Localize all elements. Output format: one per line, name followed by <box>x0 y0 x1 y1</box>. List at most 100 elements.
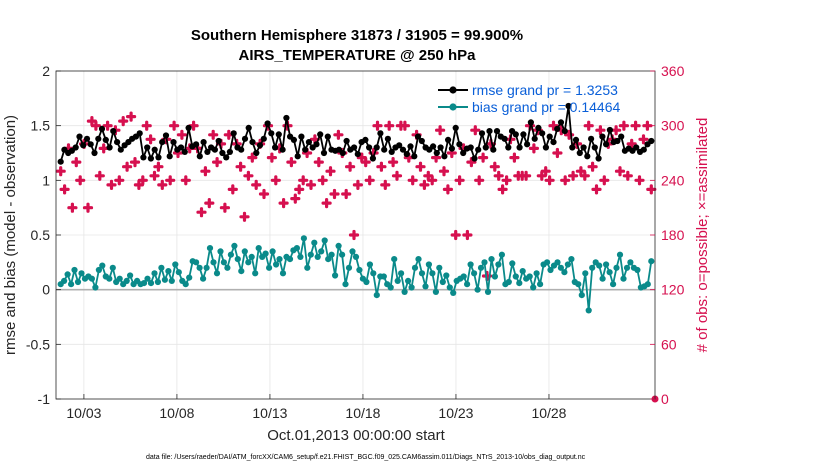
bias-point <box>547 266 554 274</box>
bias-point <box>422 283 429 290</box>
obs-count-marker <box>579 170 590 181</box>
rmse-point <box>95 135 102 142</box>
obs-count-marker <box>290 193 301 204</box>
rmse-point <box>298 133 305 140</box>
rmse-point <box>580 144 587 151</box>
obs-count-marker <box>391 170 403 181</box>
rmse-point <box>482 144 489 151</box>
rmse-point <box>177 144 185 151</box>
rmse-point <box>354 151 361 158</box>
bias-point <box>575 281 582 288</box>
bias-point <box>92 284 99 291</box>
obs-count-marker <box>415 161 426 172</box>
bias-point <box>610 281 617 288</box>
bias-point <box>408 284 415 291</box>
bias-point <box>71 266 78 274</box>
bias-point <box>325 256 332 263</box>
bias-point <box>436 264 443 271</box>
bias-point <box>589 264 596 271</box>
rmse-point <box>362 136 369 143</box>
bias-point <box>172 261 179 268</box>
obs-count-marker <box>90 120 101 131</box>
rmse-point <box>633 144 640 151</box>
y-tick-label-right: 120 <box>661 282 685 298</box>
legend: rmse grand pr = 1.3253 bias grand pr = 0… <box>438 82 620 115</box>
bias-point <box>314 253 321 260</box>
bias-point <box>613 264 620 271</box>
rmse-point <box>381 146 388 153</box>
rmse-point <box>302 146 309 153</box>
obs-count-marker <box>169 120 180 131</box>
bias-point <box>266 264 273 271</box>
obs-count-marker <box>521 170 532 181</box>
x-axis-label: Oct.01,2013 00:00:00 start <box>267 427 445 444</box>
obs-count-marker <box>474 175 485 186</box>
rmse-point <box>396 142 403 149</box>
rmse-point <box>527 119 535 126</box>
rmse-point <box>351 144 358 151</box>
rmse-point <box>181 148 188 155</box>
bias-point <box>269 248 276 255</box>
obs-count-marker <box>133 179 144 190</box>
rmse-point <box>452 124 459 131</box>
rmse-point <box>441 153 448 160</box>
rmse-point <box>200 139 207 146</box>
obs-count-marker <box>427 175 438 186</box>
y-tick-label-left: -0.5 <box>26 336 50 352</box>
rmse-point <box>456 141 463 148</box>
bias-point <box>603 261 610 268</box>
bias-point <box>634 266 641 274</box>
bias-point <box>140 280 148 287</box>
rmse-point <box>155 154 162 161</box>
bias-point <box>460 273 467 280</box>
obs-count-marker <box>540 166 551 177</box>
rmse-point <box>606 126 614 134</box>
bias-point <box>99 262 106 269</box>
rmse-point <box>117 146 124 153</box>
rmse-point <box>554 125 561 132</box>
bias-point <box>286 256 294 263</box>
rmse-point <box>445 136 452 143</box>
obs-count-marker <box>364 175 375 186</box>
bias-point <box>74 278 82 286</box>
obs-count-marker <box>352 179 363 190</box>
bias-point <box>627 259 634 266</box>
obs-count-marker <box>642 120 653 131</box>
y-tick-label-right: 0 <box>661 391 669 407</box>
bias-point <box>620 275 627 282</box>
rmse-point <box>147 155 154 162</box>
bias-point <box>398 270 405 277</box>
obs-count-marker <box>618 120 629 131</box>
bias-point <box>391 256 398 263</box>
bias-point <box>380 273 387 280</box>
rmse-point <box>238 146 245 153</box>
bias-point <box>429 270 436 277</box>
x-ticks: 10/03 10/08 10/13 10/18 10/23 10/28 <box>66 394 567 421</box>
bias-point <box>568 256 575 263</box>
obs-count-marker <box>407 175 418 186</box>
bias-point <box>203 264 210 271</box>
bias-point <box>213 270 221 277</box>
rmse-point <box>493 128 501 135</box>
obs-count-marker <box>509 152 520 163</box>
bias-point <box>300 235 307 242</box>
rmse-point <box>535 124 542 131</box>
obs-count-marker <box>470 125 481 136</box>
bias-point <box>394 277 401 284</box>
obs-count-marker <box>266 152 277 163</box>
bias-point <box>352 253 360 260</box>
obs-count-marker <box>157 179 168 190</box>
obs-count-marker <box>333 129 344 140</box>
obs-count-marker <box>544 175 555 186</box>
obs-count-marker <box>59 184 70 195</box>
rmse-point <box>565 102 572 110</box>
rmse-point <box>193 141 200 148</box>
obs-count-marker <box>560 175 571 186</box>
obs-count-marker <box>137 175 148 186</box>
rmse-point <box>57 158 64 165</box>
obs-count-marker <box>86 116 97 127</box>
data-file-footer: data file: /Users/raeder/DAI/ATM_forcXX/… <box>146 454 586 461</box>
bias-point <box>474 286 481 293</box>
y-tick-label-left: 0.5 <box>31 227 51 243</box>
obs-count-marker <box>200 166 211 177</box>
